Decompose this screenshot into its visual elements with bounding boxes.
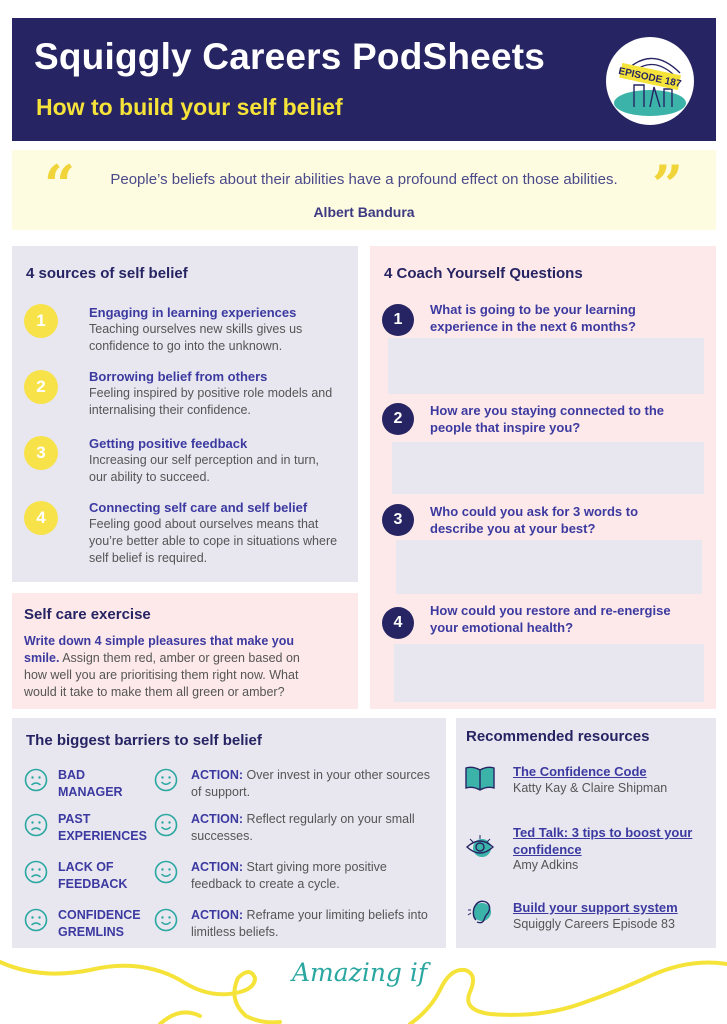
coach-question-1: What is going to be your learning experi… bbox=[430, 302, 636, 334]
resources-panel: Recommended resources The Confidence Cod… bbox=[456, 718, 716, 948]
coach-question-4: How could you restore and re-energise yo… bbox=[430, 603, 671, 635]
sad-face-icon bbox=[24, 813, 48, 837]
barrier-action-2: ACTION: Reflect regularly on your small … bbox=[191, 811, 436, 845]
barrier-label-4: CONFIDENCE GREMLINS bbox=[58, 908, 141, 939]
sources-panel: 4 sources of self belief 1 Engaging in l… bbox=[12, 246, 358, 582]
source-number-3: 3 bbox=[24, 436, 58, 470]
source-desc-1: Teaching ourselves new skills gives us c… bbox=[89, 322, 303, 353]
sad-face-icon bbox=[24, 908, 48, 932]
page-title: Squiggly Careers PodSheets bbox=[34, 36, 546, 77]
coach-question-2: How are you staying connected to the peo… bbox=[430, 403, 665, 435]
coach-number-3: 3 bbox=[382, 504, 414, 536]
resource-link-2[interactable]: Ted Talk: 3 tips to boost your confidenc… bbox=[513, 825, 693, 857]
selfcare-text: Write down 4 simple pleasures that make … bbox=[24, 633, 324, 701]
action-label: ACTION: bbox=[191, 768, 244, 782]
ear-icon bbox=[467, 900, 491, 924]
action-label: ACTION: bbox=[191, 860, 244, 874]
quote-box: “ ” People’s beliefs about their abiliti… bbox=[12, 150, 716, 230]
coach-number-2: 2 bbox=[382, 403, 414, 435]
source-title-3: Getting positive feedback bbox=[89, 436, 248, 451]
source-desc-3: Increasing our self perception and in tu… bbox=[89, 453, 319, 484]
selfcare-rest: Assign them red, amber or green based on… bbox=[24, 651, 300, 699]
smile-face-icon bbox=[154, 860, 178, 884]
smile-face-icon bbox=[154, 768, 178, 792]
resources-heading: Recommended resources bbox=[466, 728, 650, 745]
resource-sub-2: Amy Adkins bbox=[513, 858, 579, 872]
action-text: Over invest in your other sources of sup… bbox=[191, 768, 430, 799]
coach-panel: 4 Coach Yourself Questions 1 What is goi… bbox=[370, 246, 716, 709]
source-title-4: Connecting self care and self belief bbox=[89, 500, 308, 515]
quote-author: Albert Bandura bbox=[313, 204, 415, 220]
book-icon bbox=[465, 766, 495, 791]
barrier-action-3: ACTION: Start giving more positive feedb… bbox=[191, 859, 436, 893]
barrier-label-3: LACK OF FEEDBACK bbox=[58, 860, 128, 891]
barrier-action-1: ACTION: Over invest in your other source… bbox=[191, 767, 436, 801]
page-subtitle: How to build your self belief bbox=[36, 94, 343, 120]
source-desc-4: Feeling good about ourselves means that … bbox=[89, 517, 338, 565]
coach-number-1: 1 bbox=[382, 304, 414, 336]
coach-answer-box-3[interactable] bbox=[396, 540, 702, 594]
resource-sub-3: Squiggly Careers Episode 83 bbox=[513, 917, 675, 931]
action-label: ACTION: bbox=[191, 812, 244, 826]
source-title-1: Engaging in learning experiences bbox=[89, 305, 297, 320]
source-number-4: 4 bbox=[24, 501, 58, 535]
sad-face-icon bbox=[24, 768, 48, 792]
action-text: Reflect regularly on your small successe… bbox=[191, 812, 415, 843]
header-banner: Squiggly Careers PodSheets How to build … bbox=[12, 18, 716, 141]
open-quote-icon: “ bbox=[44, 153, 76, 217]
barrier-label-1: BAD MANAGER bbox=[58, 768, 123, 799]
resource-link-3[interactable]: Build your support system bbox=[513, 900, 678, 915]
barriers-heading: The biggest barriers to self belief bbox=[26, 732, 262, 749]
brand-logo: Amazing if bbox=[292, 958, 428, 987]
selfcare-heading: Self care exercise bbox=[24, 606, 151, 623]
action-text: Start giving more positive feedback to c… bbox=[191, 860, 387, 891]
sad-face-icon bbox=[24, 860, 48, 884]
coach-number-4: 4 bbox=[382, 607, 414, 639]
close-quote-icon: ” bbox=[652, 153, 684, 217]
coach-question-3: Who could you ask for 3 words to describ… bbox=[430, 504, 639, 536]
action-text: Reframe your limiting beliefs into limit… bbox=[191, 908, 428, 939]
episode-badge: EPISODE 187 bbox=[606, 37, 694, 125]
barrier-label-2: PAST EXPERIENCES bbox=[58, 812, 147, 843]
selfcare-panel: Self care exercise Write down 4 simple p… bbox=[12, 593, 358, 709]
coach-answer-box-4[interactable] bbox=[394, 644, 704, 702]
smile-face-icon bbox=[154, 813, 178, 837]
source-desc-2: Feeling inspired by positive role models… bbox=[89, 386, 333, 417]
eye-icon bbox=[465, 835, 495, 857]
action-label: ACTION: bbox=[191, 908, 244, 922]
sources-heading: 4 sources of self belief bbox=[26, 265, 188, 282]
resource-link-1[interactable]: The Confidence Code bbox=[513, 764, 647, 779]
source-title-2: Borrowing belief from others bbox=[89, 369, 268, 384]
coach-answer-box-1[interactable] bbox=[388, 338, 704, 394]
barriers-panel: The biggest barriers to self belief BAD … bbox=[12, 718, 446, 948]
resource-sub-1: Katty Kay & Claire Shipman bbox=[513, 781, 668, 795]
coach-answer-box-2[interactable] bbox=[392, 442, 704, 494]
smile-face-icon bbox=[154, 908, 178, 932]
selfcare-bold: Write down 4 simple pleasures that make … bbox=[24, 634, 294, 665]
source-number-2: 2 bbox=[24, 370, 58, 404]
decorative-squiggle bbox=[0, 960, 727, 1024]
source-number-1: 1 bbox=[24, 304, 58, 338]
coach-heading: 4 Coach Yourself Questions bbox=[384, 265, 583, 282]
quote-text: People’s beliefs about their abilities h… bbox=[110, 171, 618, 188]
barrier-action-4: ACTION: Reframe your limiting beliefs in… bbox=[191, 907, 436, 941]
